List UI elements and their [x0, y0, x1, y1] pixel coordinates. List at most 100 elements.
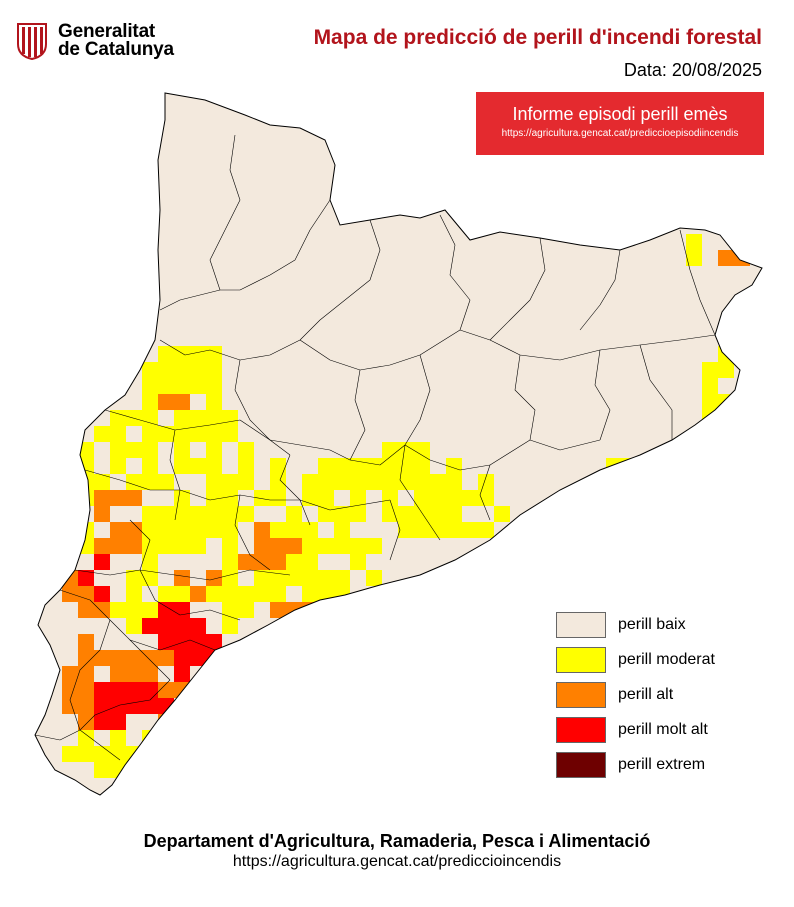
risk-cell — [174, 538, 190, 554]
risk-cell — [190, 378, 206, 394]
risk-cell — [174, 634, 190, 650]
risk-cell — [94, 682, 110, 698]
risk-cell — [302, 522, 318, 538]
risk-cell — [382, 490, 398, 506]
risk-cell — [142, 506, 158, 522]
risk-cell — [206, 410, 222, 426]
risk-cell — [238, 602, 254, 618]
risk-cell — [174, 394, 190, 410]
risk-cell — [366, 474, 382, 490]
risk-cell — [78, 730, 94, 746]
risk-cell — [398, 522, 414, 538]
risk-cell — [158, 714, 174, 730]
risk-cell — [638, 458, 654, 474]
risk-cell — [110, 730, 126, 746]
risk-cell — [94, 746, 110, 762]
risk-cell — [78, 666, 94, 682]
risk-cell — [158, 538, 174, 554]
risk-cell — [446, 506, 462, 522]
risk-cell — [94, 490, 110, 506]
risk-cell — [174, 458, 190, 474]
risk-cell — [270, 522, 286, 538]
risk-cell — [206, 442, 222, 458]
risk-cell — [78, 570, 94, 586]
risk-cell — [78, 602, 94, 618]
risk-cell — [206, 378, 222, 394]
risk-cell — [270, 474, 286, 490]
risk-cell — [142, 730, 158, 746]
risk-cell — [174, 442, 190, 458]
risk-cell — [606, 458, 622, 474]
risk-cell — [718, 410, 734, 426]
risk-cell — [382, 458, 398, 474]
risk-cell — [318, 490, 334, 506]
risk-cell — [78, 490, 94, 506]
episode-report-banner[interactable]: Informe episodi perill emès https://agri… — [476, 92, 764, 155]
risk-cell — [462, 490, 478, 506]
risk-cell — [398, 458, 414, 474]
risk-cell — [190, 410, 206, 426]
risk-cell — [254, 522, 270, 538]
risk-cell — [414, 442, 430, 458]
risk-cell — [158, 378, 174, 394]
risk-cell — [174, 506, 190, 522]
logo-text: Generalitat de Catalunya — [58, 21, 174, 60]
risk-cell — [78, 698, 94, 714]
footer-url[interactable]: https://agricultura.gencat.cat/prediccio… — [232, 853, 562, 870]
risk-cell — [190, 634, 206, 650]
risk-cell — [270, 490, 286, 506]
risk-cell — [270, 458, 286, 474]
risk-cell — [174, 618, 190, 634]
risk-cell — [430, 474, 446, 490]
risk-cell — [350, 474, 366, 490]
risk-cell — [174, 602, 190, 618]
risk-cell — [142, 698, 158, 714]
risk-cell — [94, 714, 110, 730]
risk-cell — [174, 570, 190, 586]
risk-cell — [126, 538, 142, 554]
risk-cell — [126, 602, 142, 618]
risk-cell — [318, 458, 334, 474]
risk-cell — [190, 506, 206, 522]
risk-cell — [110, 522, 126, 538]
risk-cell — [190, 426, 206, 442]
risk-cell — [94, 474, 110, 490]
risk-cell — [686, 250, 702, 266]
risk-cell — [174, 650, 190, 666]
logo-line-1: Generalitat — [58, 21, 156, 42]
risk-cell — [62, 666, 78, 682]
risk-cell — [174, 666, 190, 682]
risk-cell — [158, 362, 174, 378]
risk-cell — [158, 506, 174, 522]
generalitat-logo: Generalitat de Catalunya — [14, 20, 192, 66]
risk-cell — [142, 362, 158, 378]
risk-cell — [158, 474, 174, 490]
risk-cell — [206, 458, 222, 474]
legend-item-high: perill alt — [556, 682, 756, 717]
risk-cell — [158, 682, 174, 698]
risk-cell — [318, 570, 334, 586]
risk-cell — [286, 538, 302, 554]
risk-cell — [430, 506, 446, 522]
risk-cell — [270, 538, 286, 554]
risk-cell — [158, 394, 174, 410]
risk-cell — [94, 554, 110, 570]
logo-line-2: de Catalunya — [58, 39, 174, 60]
risk-cell — [318, 538, 334, 554]
risk-cell — [270, 570, 286, 586]
risk-cell — [62, 698, 78, 714]
risk-cell — [206, 506, 222, 522]
legend-label-extreme: perill extrem — [618, 756, 706, 773]
risk-cell — [334, 474, 350, 490]
risk-cell — [430, 490, 446, 506]
risk-cell — [222, 618, 238, 634]
risk-cell — [302, 586, 318, 602]
risk-cell — [158, 698, 174, 714]
risk-cell — [174, 426, 190, 442]
risk-cell — [686, 234, 702, 250]
risk-cell — [414, 474, 430, 490]
risk-cell — [446, 490, 462, 506]
legend-swatch-extreme — [556, 752, 606, 778]
risk-cell — [62, 746, 78, 762]
risk-cell — [238, 474, 254, 490]
